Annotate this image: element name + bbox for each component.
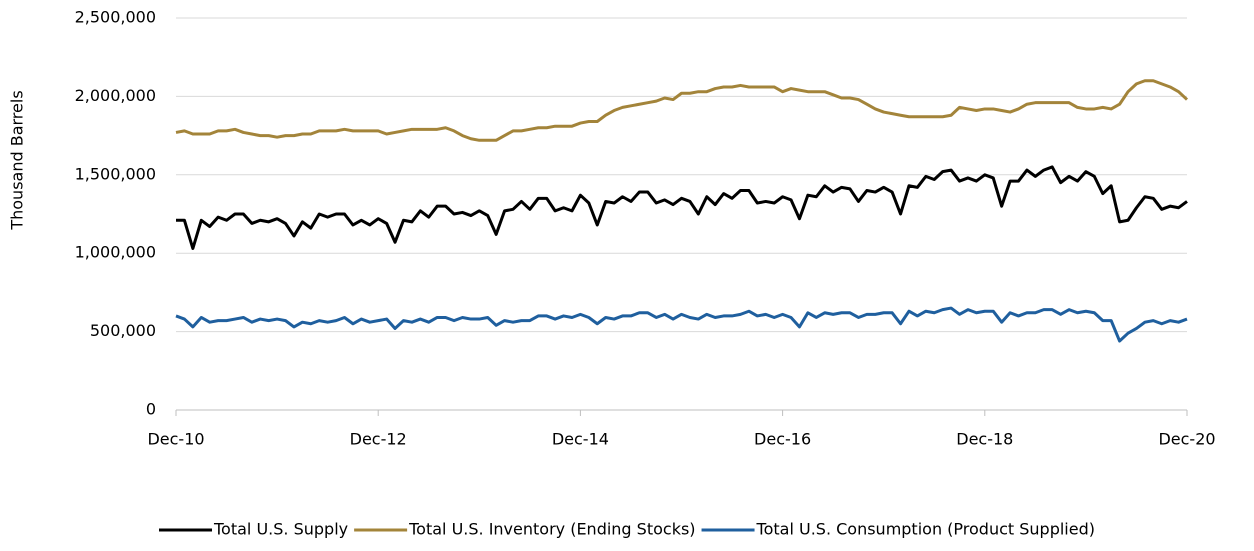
y-tick-label: 500,000: [90, 321, 156, 340]
x-tick-label: Dec-10: [147, 430, 204, 449]
x-tick-label: Dec-20: [1158, 430, 1215, 449]
series-line: [176, 165, 1188, 250]
series-line: [175, 79, 1189, 142]
y-tick-label: 2,500,000: [75, 8, 156, 27]
x-tick-label: Dec-18: [956, 430, 1013, 449]
legend-label: Total U.S. Inventory (Ending Stocks): [408, 520, 695, 539]
y-tick-label: 1,000,000: [75, 243, 156, 262]
y-axis-title: Thousand Barrels: [8, 90, 27, 230]
legend-label: Total U.S. Consumption (Product Supplied…: [756, 520, 1095, 539]
x-tick-label: Dec-12: [350, 430, 407, 449]
legend-label: Total U.S. Supply: [213, 520, 348, 539]
series-line: [175, 306, 1188, 343]
y-tick-label: 2,000,000: [75, 86, 156, 105]
y-tick-label: 0: [146, 400, 156, 419]
x-tick-label: Dec-14: [552, 430, 609, 449]
x-tick-label: Dec-16: [754, 430, 811, 449]
y-tick-label: 1,500,000: [75, 164, 156, 183]
